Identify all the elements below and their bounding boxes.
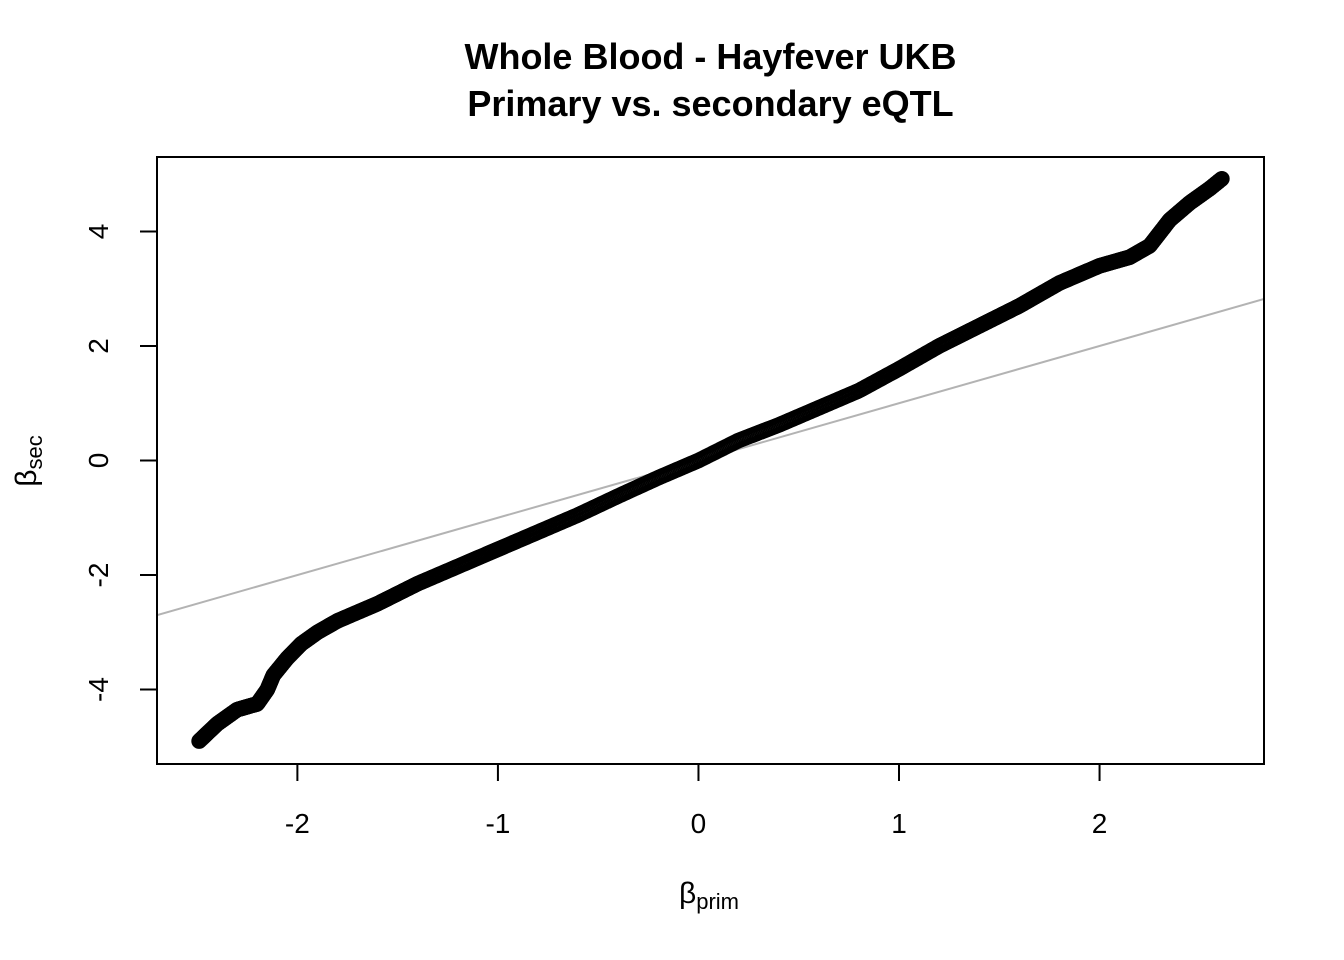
x-tick-label: 2 (1092, 808, 1108, 839)
y-tick-label: -2 (83, 563, 114, 588)
x-tick-label: 0 (691, 808, 707, 839)
y-tick-label: -4 (83, 677, 114, 702)
x-axis-label: βprim (679, 877, 739, 914)
data-point (1214, 170, 1230, 187)
x-axis-label-subscript: prim (696, 889, 739, 914)
y-tick-label: 2 (83, 338, 114, 354)
x-tick-label: 1 (891, 808, 907, 839)
y-axis-label-subscript: sec (22, 435, 47, 469)
y-axis-label-symbol: β (10, 469, 43, 486)
y-axis-label: βsec (10, 435, 47, 487)
chart-title: Whole Blood - Hayfever UKB (464, 36, 957, 77)
x-axis: -2 -1 0 1 2 (285, 764, 1107, 839)
x-tick-label: -1 (485, 808, 510, 839)
chart-subtitle: Primary vs. secondary eQTL (467, 83, 954, 124)
y-tick-label: 4 (83, 224, 114, 240)
y-axis: -4 -2 0 2 4 (83, 224, 157, 702)
x-tick-label: -2 (285, 808, 310, 839)
x-axis-label-symbol: β (679, 877, 696, 910)
y-tick-label: 0 (83, 453, 114, 469)
